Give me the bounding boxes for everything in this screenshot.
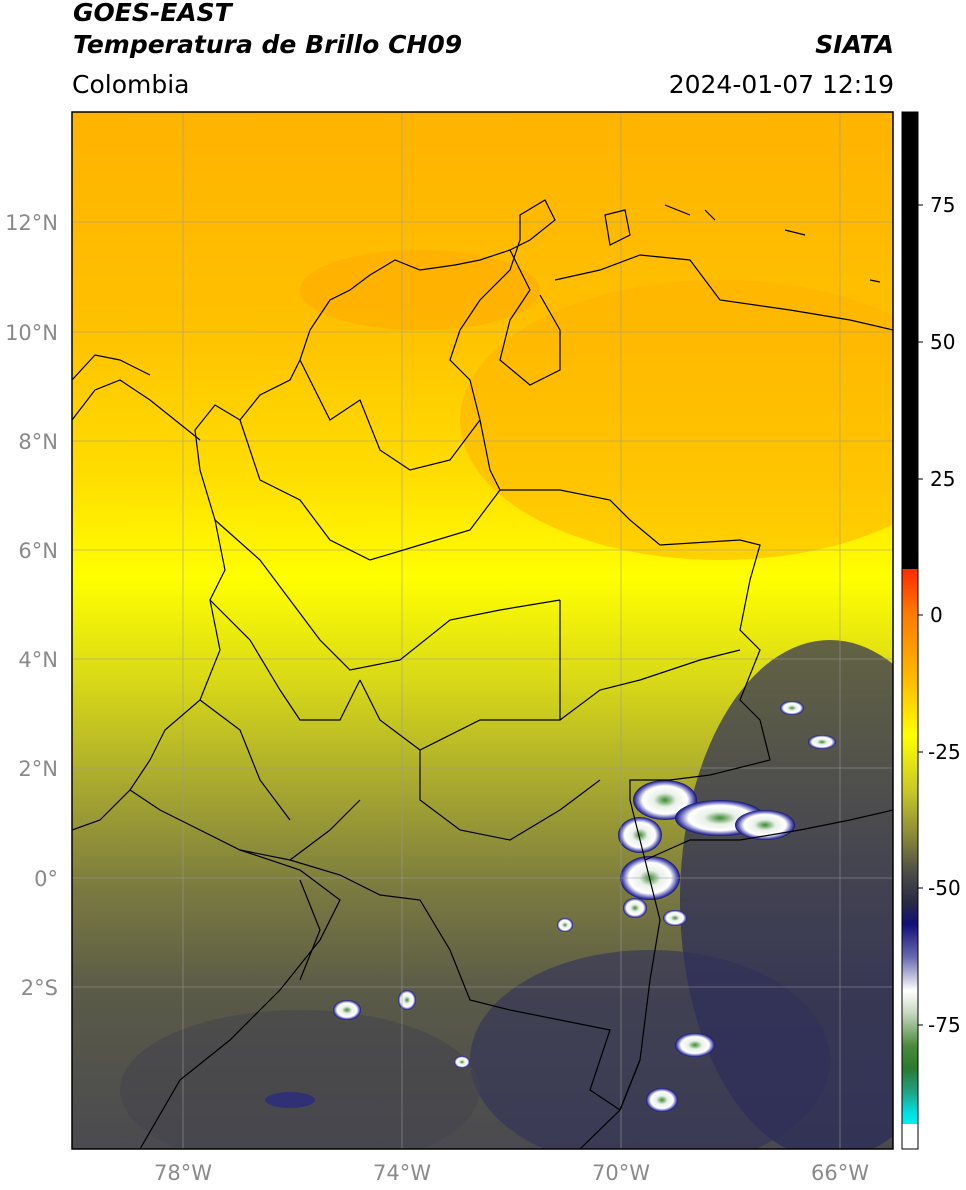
- lat-label: 2°S: [21, 976, 58, 1000]
- colorbar-tick-label: 25: [930, 467, 955, 491]
- colorbar-black-segment: [902, 112, 918, 569]
- storm-cell: [333, 1000, 361, 1020]
- colorbar-white-segment: [902, 1124, 918, 1149]
- lat-label: 6°N: [18, 539, 58, 563]
- lat-label: 0°: [34, 867, 58, 891]
- warm-region: [300, 250, 540, 330]
- graticule: [72, 112, 893, 1149]
- lon-label: 70°W: [592, 1161, 650, 1185]
- storm-cell: [265, 1092, 315, 1108]
- storm-cell: [735, 810, 795, 840]
- map-area: [72, 112, 893, 1149]
- lat-label: 8°N: [18, 430, 58, 454]
- title-line1: GOES-EAST: [73, 0, 232, 27]
- colorbar: 75 50 25 0 -25 -50 -75: [901, 111, 961, 1150]
- storm-cell: [646, 1088, 678, 1112]
- storm-cell: [780, 701, 804, 715]
- cold-region: [470, 950, 830, 1149]
- title-line2: Temperatura de Brillo CH09: [73, 30, 463, 59]
- storm-cell: [663, 910, 687, 926]
- brand-label: SIATA: [815, 30, 894, 59]
- boundaries: [72, 199, 893, 1149]
- storm-cell: [808, 735, 836, 749]
- colorbar-tick-label: 0: [930, 603, 943, 627]
- colorbar-tick-label: 75: [930, 193, 955, 217]
- colorbar-frame: [901, 111, 919, 1150]
- latitude-labels: 12°N 10°N 8°N 6°N 4°N 2°N 0° 2°S: [5, 211, 58, 1000]
- storm-cell: [618, 817, 662, 853]
- cold-region: [120, 1010, 480, 1149]
- storm-cell: [454, 1056, 470, 1068]
- datetime-label: 2024-01-07 12:19: [668, 70, 894, 99]
- lat-label: 2°N: [18, 757, 58, 781]
- lat-label: 4°N: [18, 648, 58, 672]
- colorbar-tick-label: -75: [928, 1013, 961, 1037]
- colorbar-gradient: [902, 569, 918, 1124]
- lon-label: 78°W: [154, 1161, 212, 1185]
- map-frame: [71, 111, 894, 1150]
- longitude-labels: 78°W 74°W 70°W 66°W: [154, 1161, 869, 1185]
- colorbar-tick-label: -50: [928, 876, 961, 900]
- lon-label: 66°W: [811, 1161, 869, 1185]
- lon-label: 74°W: [373, 1161, 431, 1185]
- colorbar-tick-label: -25: [928, 740, 961, 764]
- lat-label: 10°N: [5, 321, 58, 345]
- warm-region: [460, 280, 893, 560]
- storm-cell: [398, 990, 416, 1010]
- storm-cell: [675, 1033, 715, 1057]
- colorbar-tick-label: 50: [930, 330, 955, 354]
- lat-label: 12°N: [5, 211, 58, 235]
- region-label: Colombia: [72, 70, 190, 99]
- storm-cell: [557, 918, 573, 932]
- storm-cell: [623, 898, 647, 918]
